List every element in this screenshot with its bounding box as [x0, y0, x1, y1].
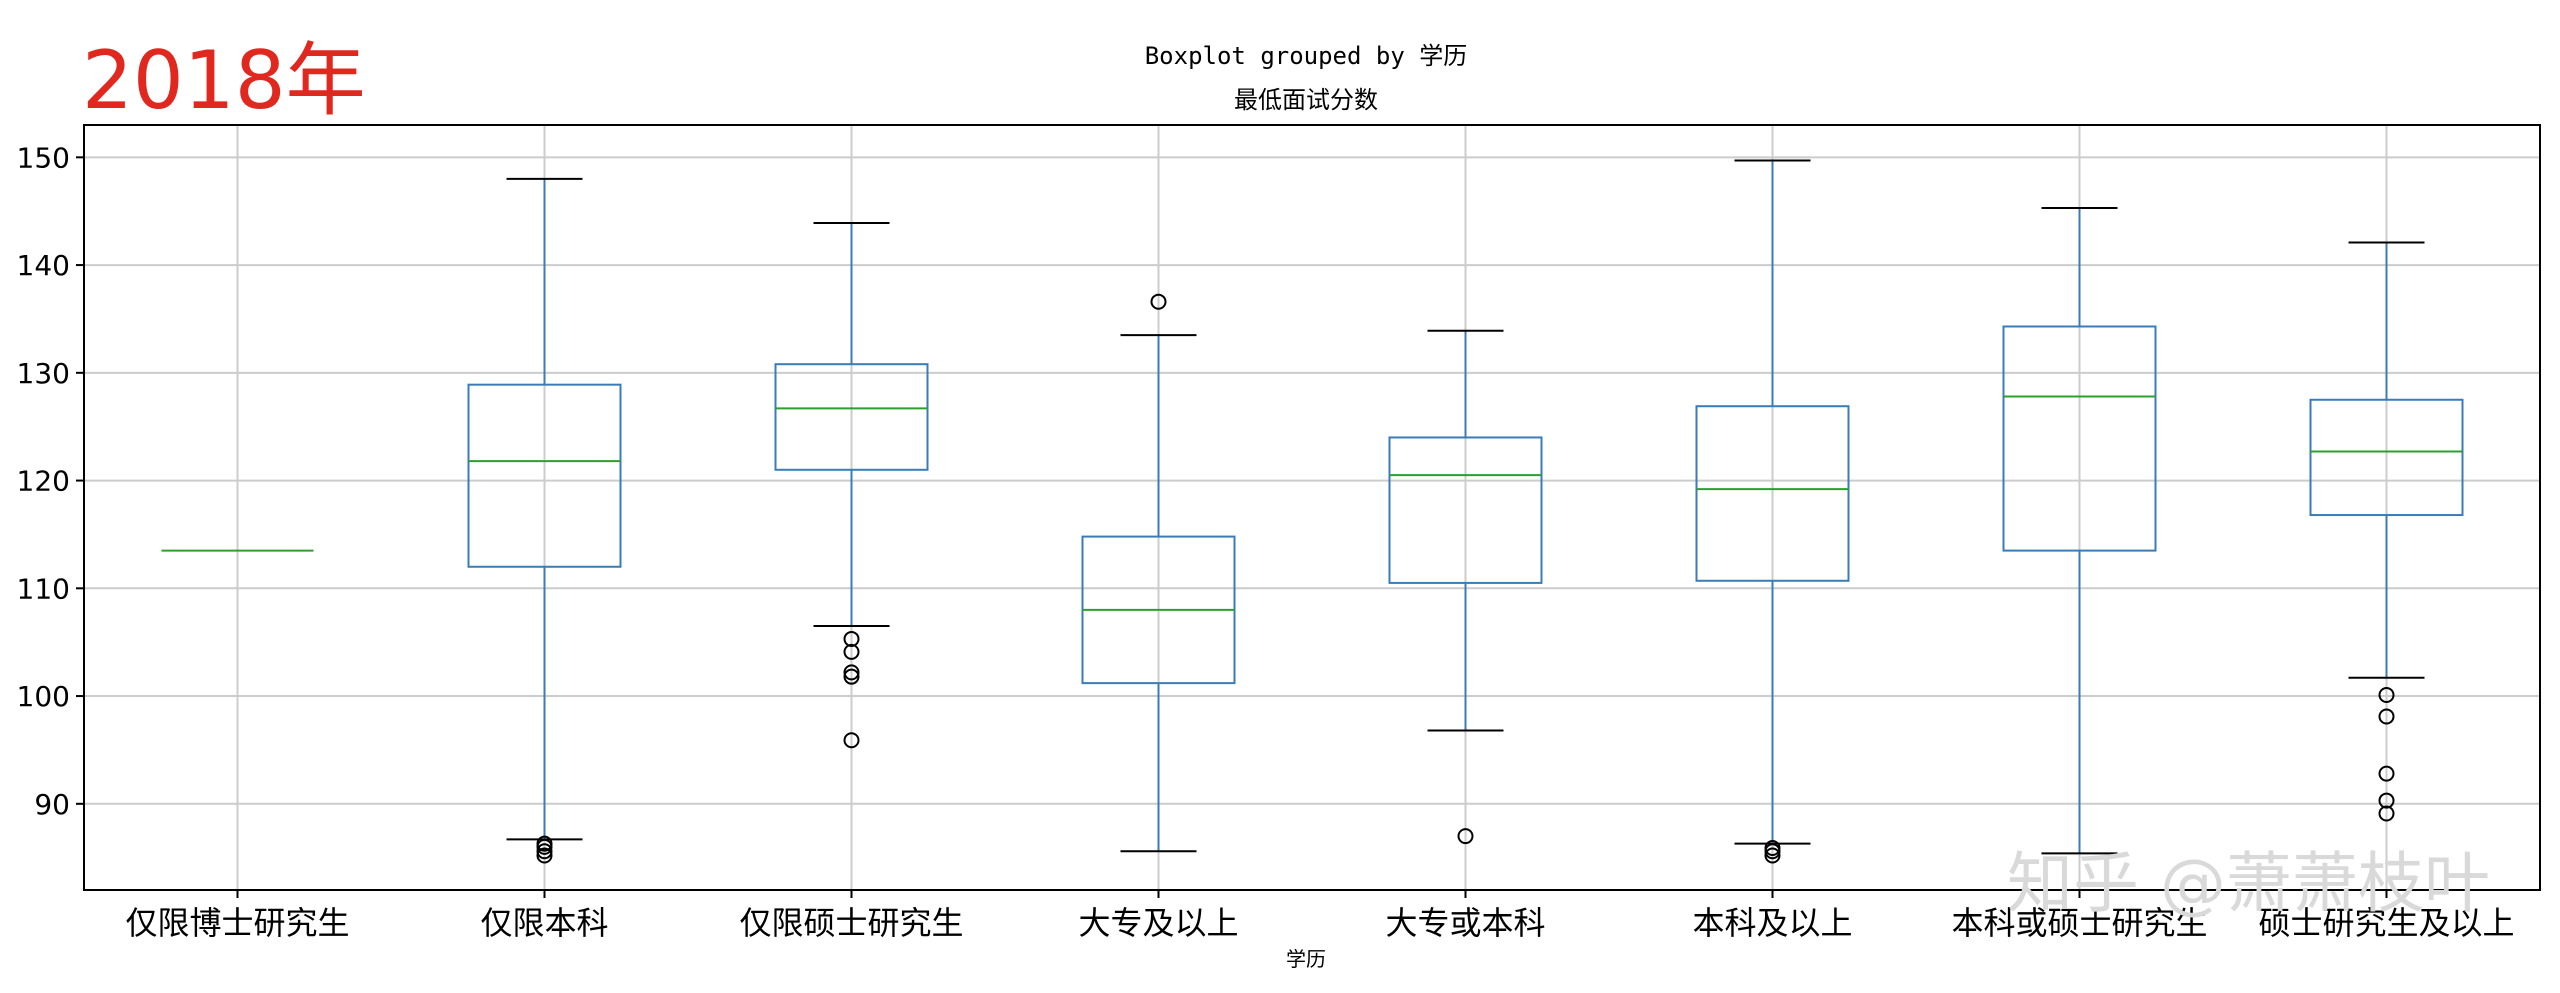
iqr-box [1695, 405, 1850, 582]
y-tick-label: 150 [17, 141, 70, 174]
x-tick-label: 大专或本科 [1385, 904, 1545, 942]
chart-subtitle: 最低面试分数 [1234, 86, 1378, 114]
box-group [2309, 241, 2464, 822]
y-tick-label: 140 [17, 249, 70, 282]
box-group [1081, 293, 1236, 853]
x-tick-label: 仅限博士研究生 [125, 904, 349, 942]
y-tick-label: 130 [17, 357, 70, 390]
x-tick-label: 大专及以上 [1078, 904, 1238, 942]
x-tick-label: 本科及以上 [1692, 904, 1852, 942]
outlier-point [2378, 686, 2395, 703]
axis-layer: 90 100 110 120 130 140 150 仅限博士研究生 仅限本科 仅限硕士研究生 大专… [17, 141, 2515, 942]
outlier-point [1764, 843, 1781, 860]
iqr-box [467, 383, 622, 568]
box-group [1695, 159, 1850, 864]
y-tick-label: 90 [34, 788, 70, 821]
outlier-point [843, 732, 860, 749]
iqr-box [1388, 436, 1543, 584]
outlier-point [536, 847, 553, 864]
watermark: 知乎 @萧萧枝叶 [2007, 845, 2490, 922]
outlier-point [843, 630, 860, 647]
x-tick-label: 本科或硕士研究生 [1951, 904, 2207, 942]
outlier-point [536, 838, 553, 855]
outlier-point [843, 668, 860, 685]
outlier-point [2378, 792, 2395, 809]
outlier-point [843, 643, 860, 660]
outlier-point [1457, 828, 1474, 845]
iqr-box [2309, 398, 2464, 517]
box-group [774, 222, 929, 749]
x-axis-label: 学历 [1286, 947, 1326, 971]
outlier-point [1150, 293, 1167, 310]
outlier-point [1764, 847, 1781, 864]
y-tick-label: 110 [17, 572, 70, 605]
outlier-point [843, 664, 860, 681]
chart-title: Boxplot grouped by 学历 [1145, 42, 1468, 70]
outlier-point [2378, 708, 2395, 725]
iqr-box [774, 363, 929, 471]
boxes-layer [161, 159, 2464, 864]
box-group [467, 177, 622, 864]
x-tick-label: 硕士研究生及以上 [2258, 904, 2514, 942]
y-tick-label: 100 [17, 680, 70, 713]
year-label: 2018年 [82, 34, 366, 127]
outlier-point [2378, 765, 2395, 782]
box-group [2002, 206, 2157, 855]
plot-frame [83, 124, 2541, 891]
x-tick-label: 仅限本科 [480, 904, 608, 942]
grid-layer [84, 125, 2540, 890]
outlier-point [536, 843, 553, 860]
y-tick-label: 120 [17, 465, 70, 498]
outlier-point [2378, 805, 2395, 822]
iqr-box [2002, 325, 2157, 552]
box-group [1388, 329, 1543, 845]
x-tick-label: 仅限硕士研究生 [739, 904, 963, 942]
